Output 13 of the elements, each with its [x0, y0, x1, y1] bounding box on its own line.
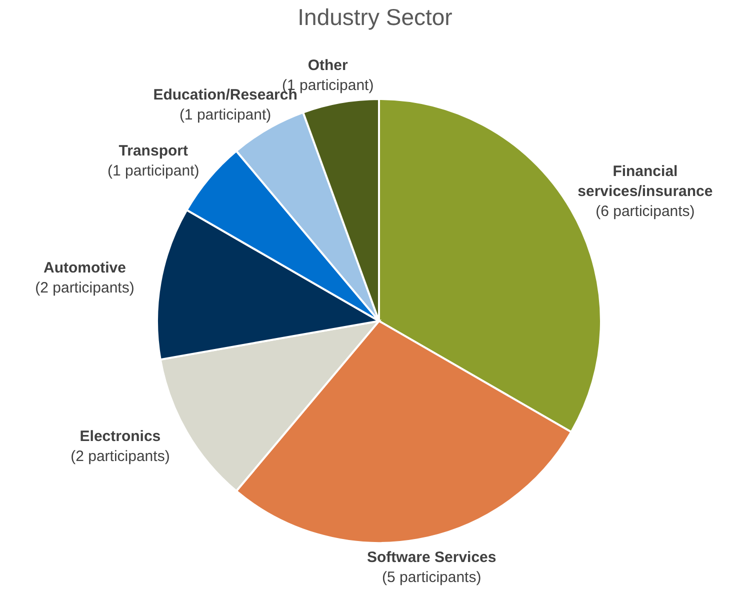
slice-label: Transport	[118, 142, 188, 160]
data-label: (6 participants)	[596, 203, 695, 220]
slice-label: Electronics	[80, 428, 161, 445]
chart-title: Industry Sector	[296, 4, 454, 31]
slice-label: Software Services	[367, 549, 496, 566]
data-label: (1 participant)	[108, 162, 200, 180]
slice-label: Other	[308, 56, 348, 74]
slice-label: Automotive	[43, 260, 126, 277]
data-label: (5 participants)	[382, 569, 482, 586]
data-label: (2 participants)	[70, 448, 170, 465]
slice-label: Financial services/insurance	[578, 163, 713, 200]
data-label: (2 participants)	[35, 280, 134, 297]
data-label: (1 participant)	[179, 106, 272, 124]
